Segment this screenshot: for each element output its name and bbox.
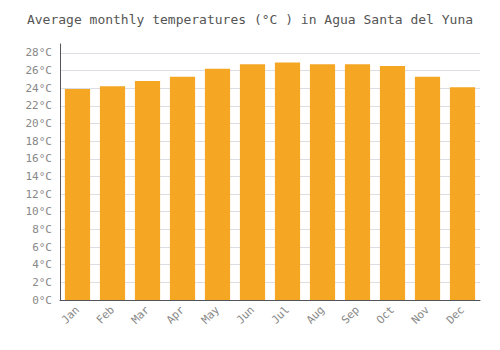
svg-text:10°C: 10°C	[26, 205, 53, 218]
svg-text:Average monthly temperatures (: Average monthly temperatures (°C ) in Ag…	[27, 12, 473, 27]
svg-text:14°C: 14°C	[26, 170, 53, 183]
svg-text:24°C: 24°C	[26, 82, 53, 95]
svg-text:Jun: Jun	[234, 303, 257, 326]
svg-text:Aug: Aug	[304, 303, 327, 326]
svg-text:Jan: Jan	[59, 303, 82, 326]
svg-text:4°C: 4°C	[32, 258, 52, 271]
svg-text:Apr: Apr	[164, 303, 187, 326]
svg-text:Oct: Oct	[374, 303, 397, 326]
svg-text:20°C: 20°C	[26, 117, 53, 130]
svg-text:16°C: 16°C	[26, 152, 53, 165]
svg-text:6°C: 6°C	[32, 241, 52, 254]
svg-text:28°C: 28°C	[26, 46, 53, 59]
svg-text:0°C: 0°C	[32, 294, 52, 307]
svg-text:26°C: 26°C	[26, 64, 53, 77]
svg-text:Nov: Nov	[409, 303, 432, 326]
svg-text:Mar: Mar	[129, 303, 152, 326]
svg-text:8°C: 8°C	[32, 223, 52, 236]
svg-text:22°C: 22°C	[26, 99, 53, 112]
svg-text:18°C: 18°C	[26, 135, 53, 148]
svg-text:Feb: Feb	[94, 303, 117, 326]
svg-text:Dec: Dec	[444, 303, 467, 326]
svg-text:Sep: Sep	[339, 303, 362, 326]
svg-text:12°C: 12°C	[26, 188, 53, 201]
svg-text:2°C: 2°C	[32, 276, 52, 289]
svg-text:May: May	[199, 303, 222, 326]
svg-text:Jul: Jul	[269, 303, 292, 326]
